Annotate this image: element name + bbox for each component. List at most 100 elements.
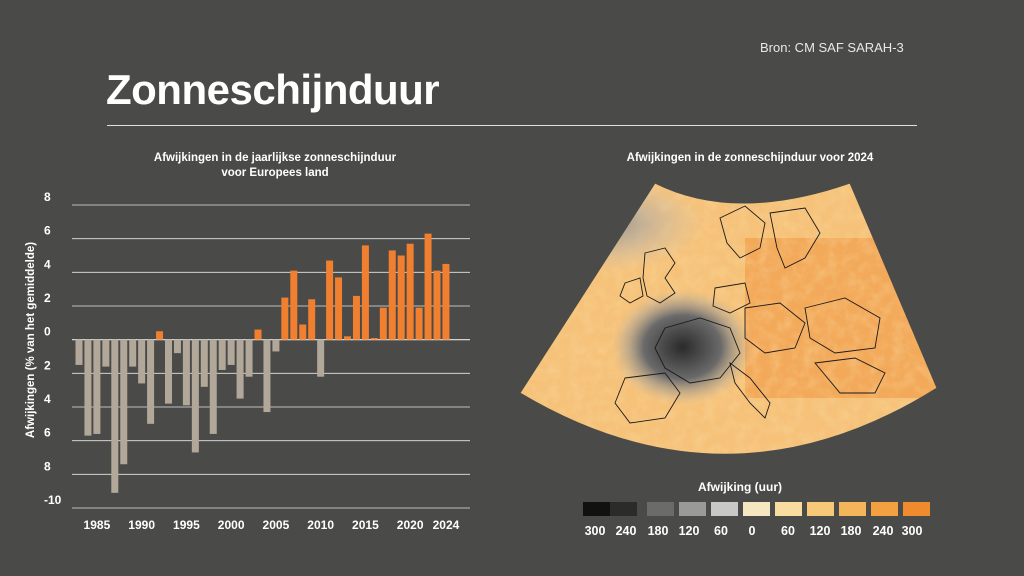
bar-layer (75, 233, 450, 493)
legend-swatch (871, 502, 898, 516)
bar-2007 (290, 270, 298, 340)
bar-2003 (254, 329, 262, 340)
bar-2018 (388, 250, 396, 340)
y-tick-label: 4 (44, 392, 51, 406)
legend-label: 120 (678, 524, 700, 538)
legend-swatch (839, 502, 866, 516)
y-tick-label: 2 (44, 358, 51, 372)
bar-2019 (397, 255, 405, 340)
legend-swatch (711, 502, 738, 516)
bar-1993 (165, 339, 172, 404)
bar-1991 (147, 339, 155, 424)
bar-2008 (299, 324, 307, 340)
y-axis-label: Afwijkingen (% van het gemiddelde) (25, 242, 37, 438)
x-tick-label: 1985 (84, 518, 111, 532)
legend-swatch (610, 502, 637, 516)
bar-1994 (173, 339, 181, 354)
x-tick-label: 1995 (173, 518, 200, 532)
bar-2021 (415, 307, 423, 340)
grid-layer (72, 204, 470, 509)
bar-2009 (308, 299, 316, 340)
bar-chart-title-line-1: Afwijkingen in de jaarlijkse zonneschijn… (153, 152, 397, 164)
legend-label: 0 (748, 524, 756, 538)
legend-swatch (775, 502, 802, 516)
legend-label: 180 (840, 524, 862, 538)
legend-swatch (743, 502, 770, 516)
bar-1985 (93, 339, 101, 434)
legend-label: 120 (809, 524, 831, 538)
legend-swatch (647, 502, 674, 516)
legend-label: 60 (714, 524, 728, 538)
legend-label: 240 (615, 524, 637, 538)
bar-1998 (209, 339, 217, 434)
legend-title: Afwijking (uur) (698, 480, 782, 494)
bar-1997 (200, 339, 208, 387)
legend-label: 240 (872, 524, 894, 538)
bar-2024 (442, 263, 450, 340)
legend-swatch (903, 502, 930, 516)
y-tick-label: 0 (44, 325, 51, 339)
title-rule (107, 125, 917, 126)
bar-2005 (272, 339, 280, 352)
y-tick-label: 8 (44, 190, 51, 204)
bar-1984 (84, 339, 92, 436)
x-tick-label: 1990 (128, 518, 155, 532)
map-dark-core (590, 248, 810, 428)
bar-2002 (245, 339, 253, 377)
bar-2010 (317, 339, 325, 377)
source-credit: Bron: CM SAF SARAH-3 (760, 40, 904, 55)
y-tick-label: 4 (44, 257, 51, 271)
bar-2001 (236, 339, 244, 399)
bar-1983 (75, 339, 83, 365)
bar-1986 (102, 339, 110, 367)
bar-2022 (424, 233, 432, 340)
bar-chart-title: Afwijkingen in de jaarlijkse zonneschijn… (130, 151, 420, 181)
bar-2020 (406, 243, 414, 340)
bar-2013 (344, 336, 351, 340)
country-borders (614, 205, 886, 424)
bar-2023 (433, 270, 441, 340)
bar-1999 (218, 339, 226, 370)
bar-1996 (191, 339, 199, 453)
bar-2000 (227, 339, 235, 365)
bar-2006 (281, 297, 289, 340)
bar-1988 (120, 339, 128, 465)
europe-sunshine-map (519, 182, 938, 455)
y-tick-label: 6 (44, 426, 51, 440)
legend-label: 180 (647, 524, 669, 538)
bar-2012 (335, 277, 343, 340)
legend-label: 60 (781, 524, 795, 538)
legend-swatch (679, 502, 706, 516)
y-tick-label: 2 (44, 291, 51, 305)
y-tick-label: 6 (44, 224, 51, 238)
x-tick-label: 2010 (307, 518, 334, 532)
bar-2014 (352, 295, 360, 340)
bar-1987 (111, 339, 119, 493)
legend-swatch (807, 502, 834, 516)
bar-1989 (129, 339, 137, 367)
legend-label: 300 (584, 524, 606, 538)
bar-1992 (156, 331, 164, 340)
bar-chart-title-line-2: voor Europees land (221, 167, 329, 179)
bar-1990 (138, 339, 146, 384)
bar-2004 (263, 339, 271, 413)
bar-2015 (361, 245, 369, 340)
map-outline (519, 182, 938, 455)
y-tick-label: -10 (44, 493, 62, 507)
map-title: Afwijkingen in de zonneschijnduur voor 2… (626, 152, 874, 164)
y-tick-label: 8 (44, 459, 51, 473)
x-tick-label: 2005 (263, 518, 290, 532)
x-tick-label: 2015 (352, 518, 379, 532)
legend-swatch (583, 502, 610, 516)
page-title: Zonneschijnduur (106, 66, 440, 113)
legend-label: 300 (901, 524, 923, 538)
bar-1995 (182, 339, 190, 406)
x-tick-label: 2000 (218, 518, 245, 532)
bar-2016 (370, 337, 378, 340)
x-tick-label: 2024 (433, 518, 460, 532)
bar-2017 (379, 307, 387, 340)
bar-2011 (326, 260, 334, 340)
x-tick-label: 2020 (397, 518, 424, 532)
